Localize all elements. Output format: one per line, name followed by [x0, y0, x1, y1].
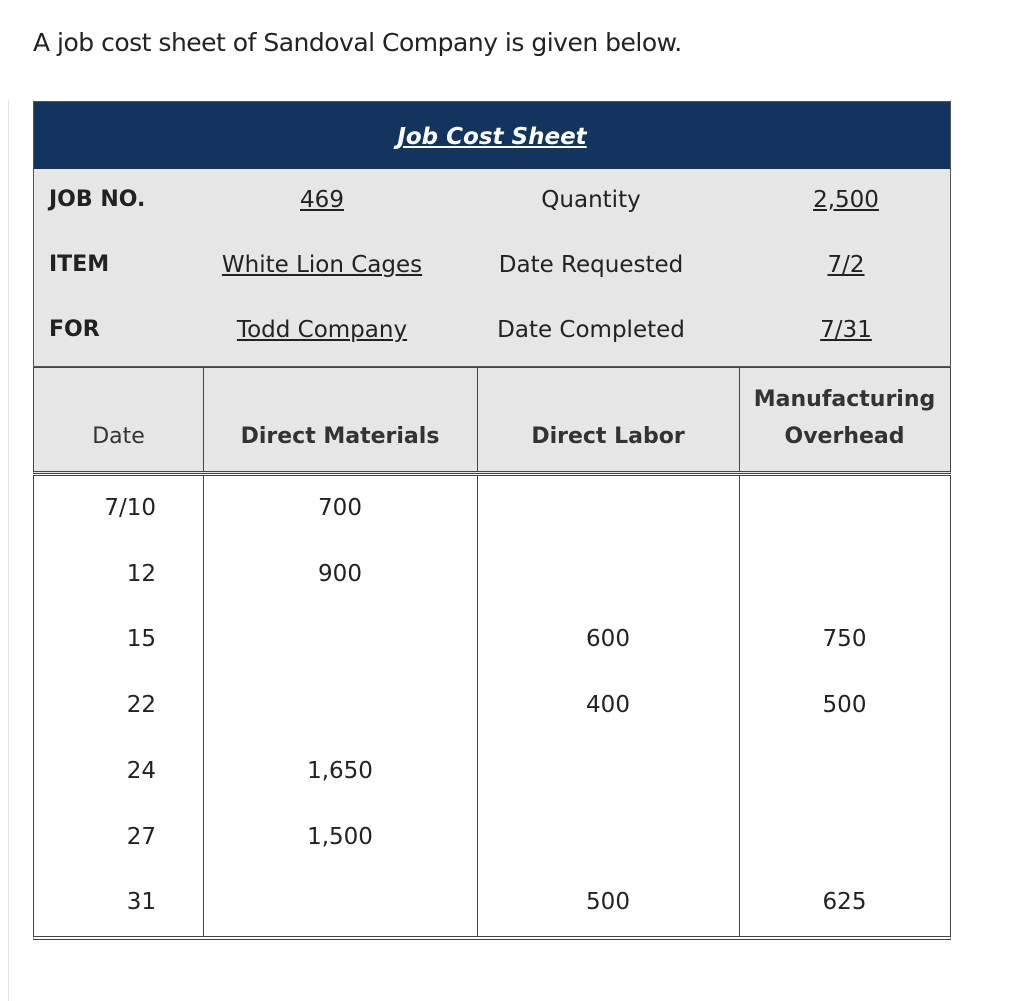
amount-cell: 900	[318, 560, 362, 587]
sheet-title: Job Cost Sheet	[33, 101, 951, 170]
column-divider	[477, 476, 478, 936]
job-cost-sheet: Job Cost Sheet JOB NO. 469 Quantity 2,500 IT…	[33, 101, 951, 941]
column-heading: Manufacturing Overhead	[753, 387, 936, 449]
info-value: 2,500	[813, 187, 879, 213]
column-heading: Direct Labor	[531, 424, 685, 449]
info-label: Date Requested	[498, 252, 684, 278]
table-body: 7/10 700 12 900 15 600 750 22 400 500 24 1,650 27 1,5…	[33, 475, 951, 940]
info-label: FOR	[49, 317, 100, 342]
info-label: Date Completed	[497, 317, 685, 343]
column-heading: Direct Materials	[240, 424, 440, 449]
column-divider	[203, 476, 204, 936]
date-cell: 27	[126, 823, 156, 850]
info-value: White Lion Cages	[221, 252, 423, 278]
info-section: JOB NO. 469 Quantity 2,500 ITEM White Lion Ca…	[33, 169, 951, 367]
info-label: Quantity	[541, 187, 641, 213]
amount-cell: 1,650	[307, 757, 373, 784]
date-cell: 7/10	[104, 495, 156, 521]
amount-cell: 1,500	[307, 823, 373, 850]
amount-cell: 500	[822, 692, 867, 719]
amount-cell: 600	[586, 626, 630, 653]
date-cell: 31	[126, 889, 156, 916]
amount-cell: 700	[318, 495, 362, 521]
column-divider	[739, 368, 740, 471]
column-divider	[477, 368, 478, 471]
page-edge	[8, 100, 9, 1001]
info-label: JOB NO.	[49, 187, 146, 212]
column-divider	[739, 476, 740, 936]
date-cell: 12	[126, 560, 156, 587]
intro-text: A job cost sheet of Sandoval Company is …	[33, 28, 682, 57]
info-value: 469	[300, 187, 344, 213]
info-label: ITEM	[49, 252, 110, 277]
amount-cell: 625	[822, 889, 867, 916]
info-value: 7/2	[827, 252, 865, 278]
date-cell: 22	[126, 692, 156, 719]
info-value: Todd Company	[236, 317, 408, 343]
column-divider	[203, 368, 204, 471]
column-heading: Date	[92, 424, 145, 449]
amount-cell: 400	[586, 692, 630, 719]
amount-cell: 750	[822, 626, 867, 653]
info-value: 7/31	[820, 317, 872, 343]
column-header: Date Direct Materials Direct Labor Manufact…	[33, 367, 951, 474]
date-cell: 15	[126, 626, 156, 653]
date-cell: 24	[126, 757, 156, 784]
amount-cell: 500	[586, 889, 630, 916]
